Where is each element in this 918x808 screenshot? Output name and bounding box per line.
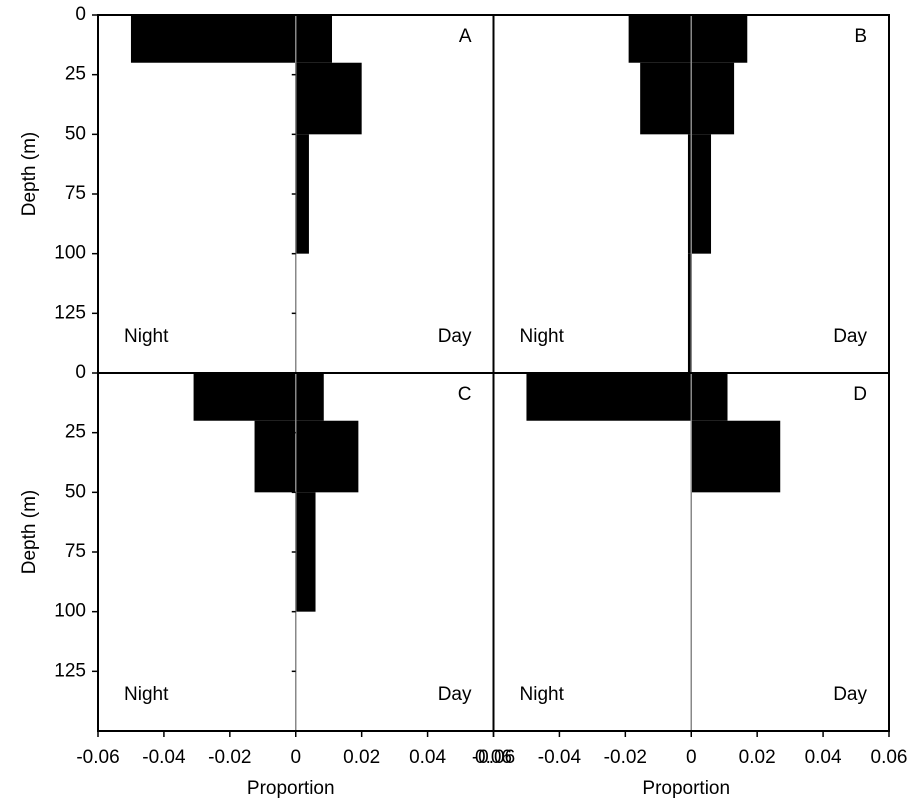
y-axis-label: Depth (m) bbox=[19, 132, 40, 216]
y-tick-label: 0 bbox=[75, 4, 86, 25]
bar bbox=[687, 253, 692, 373]
y-tick-label: 50 bbox=[65, 123, 86, 144]
bar bbox=[295, 62, 362, 135]
panel-label: D bbox=[853, 384, 867, 405]
x-tick-label: 0.02 bbox=[739, 747, 776, 768]
series-label: Night bbox=[520, 326, 565, 347]
series-label: Day bbox=[438, 326, 472, 347]
bar bbox=[691, 134, 712, 254]
x-tick-label: 0 bbox=[686, 747, 697, 768]
bar bbox=[640, 62, 692, 135]
series-label: Day bbox=[833, 684, 867, 705]
bar bbox=[295, 134, 309, 254]
y-tick-label: 100 bbox=[54, 243, 86, 264]
y-tick-label: 125 bbox=[54, 660, 86, 681]
x-tick-label: -0.02 bbox=[604, 747, 647, 768]
x-axis-label: Proportion bbox=[247, 778, 335, 799]
series-label: Night bbox=[124, 684, 169, 705]
panel-label: A bbox=[459, 26, 472, 47]
series-label: Day bbox=[833, 326, 867, 347]
y-tick-label: 25 bbox=[65, 64, 86, 85]
bar bbox=[193, 373, 296, 421]
x-tick-label: -0.06 bbox=[76, 747, 119, 768]
x-tick-label: 0.06 bbox=[871, 747, 908, 768]
panel-label: B bbox=[854, 26, 867, 47]
bar bbox=[295, 15, 333, 63]
bar bbox=[628, 15, 692, 63]
bar bbox=[526, 373, 692, 421]
y-tick-label: 50 bbox=[65, 481, 86, 502]
bar bbox=[130, 15, 296, 63]
y-tick-label: 125 bbox=[54, 302, 86, 323]
bar bbox=[254, 420, 296, 493]
bar bbox=[691, 15, 748, 63]
bar bbox=[295, 492, 316, 612]
series-label: Night bbox=[124, 326, 169, 347]
y-tick-label: 75 bbox=[65, 183, 86, 204]
bar bbox=[295, 373, 324, 421]
x-tick-label: -0.02 bbox=[208, 747, 251, 768]
y-tick-label: 0 bbox=[75, 362, 86, 383]
panel-label: C bbox=[458, 384, 472, 405]
x-tick-label: -0.04 bbox=[142, 747, 186, 768]
series-label: Day bbox=[438, 684, 472, 705]
bar bbox=[295, 420, 359, 493]
x-tick-label: 0.04 bbox=[409, 747, 446, 768]
x-tick-label: 0.04 bbox=[805, 747, 842, 768]
x-tick-label: -0.04 bbox=[538, 747, 582, 768]
x-axis-label: Proportion bbox=[642, 778, 730, 799]
x-tick-label: 0.06 bbox=[475, 747, 512, 768]
x-tick-label: 0.02 bbox=[343, 747, 380, 768]
bar bbox=[691, 420, 781, 493]
x-tick-label: 0 bbox=[290, 747, 301, 768]
y-tick-label: 100 bbox=[54, 601, 86, 622]
y-axis-label: Depth (m) bbox=[19, 490, 40, 574]
bar bbox=[691, 62, 735, 135]
bar bbox=[687, 134, 692, 254]
x-tick-label: -0.06 bbox=[472, 747, 515, 768]
series-label: Night bbox=[520, 684, 565, 705]
y-tick-label: 75 bbox=[65, 541, 86, 562]
y-tick-label: 25 bbox=[65, 422, 86, 443]
bar bbox=[691, 373, 728, 421]
